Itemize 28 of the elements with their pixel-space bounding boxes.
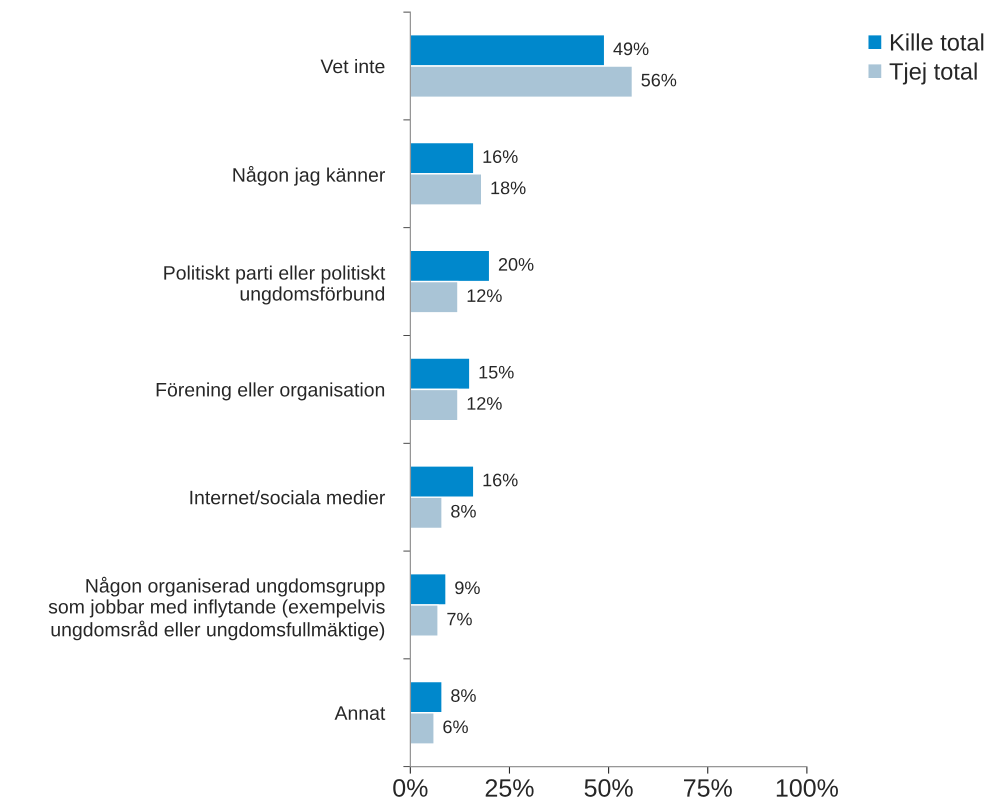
- y-tick-label: Någon organiserad ungdomsgrupp som jobbar med inflytande (exempelvis ungdomsråd eller ungdomsfullmäktige): [48, 576, 385, 640]
- y-tick-label: Politiskt parti eller politiskt ungdomsförbund: [164, 265, 386, 305]
- data-label: 18%: [491, 181, 526, 194]
- y-tick-label: Vet inte: [320, 58, 384, 74]
- y-tick-label: Annat: [334, 706, 386, 720]
- data-label: 12%: [468, 397, 502, 410]
- legend-label: Tjej total: [890, 62, 977, 84]
- data-label: 56%: [641, 74, 676, 86]
- x-tick-label: 100%: [776, 779, 838, 797]
- data-label: 15%: [480, 366, 514, 379]
- x-tick-label: 25%: [486, 779, 534, 797]
- data-label: 6%: [443, 720, 468, 734]
- data-label: 16%: [483, 150, 518, 164]
- data-label: 8%: [451, 689, 476, 702]
- x-tick-label: 75%: [684, 779, 732, 797]
- y-tick-label: Internet/sociala medier: [190, 490, 386, 504]
- y-tick-label: Någon jag känner: [233, 166, 386, 186]
- data-label: 12%: [468, 289, 502, 302]
- legend-label: Kille total: [890, 33, 984, 51]
- data-label: 20%: [498, 258, 534, 271]
- x-tick-label: 0%: [393, 779, 428, 797]
- data-label: 16%: [483, 474, 518, 486]
- x-tick-label: 50%: [584, 779, 633, 797]
- data-label: 8%: [451, 504, 476, 518]
- data-label: 7%: [447, 612, 472, 626]
- data-label: 9%: [455, 581, 480, 594]
- data-label: 49%: [613, 42, 648, 56]
- y-tick-label: Förening eller organisation: [156, 382, 384, 400]
